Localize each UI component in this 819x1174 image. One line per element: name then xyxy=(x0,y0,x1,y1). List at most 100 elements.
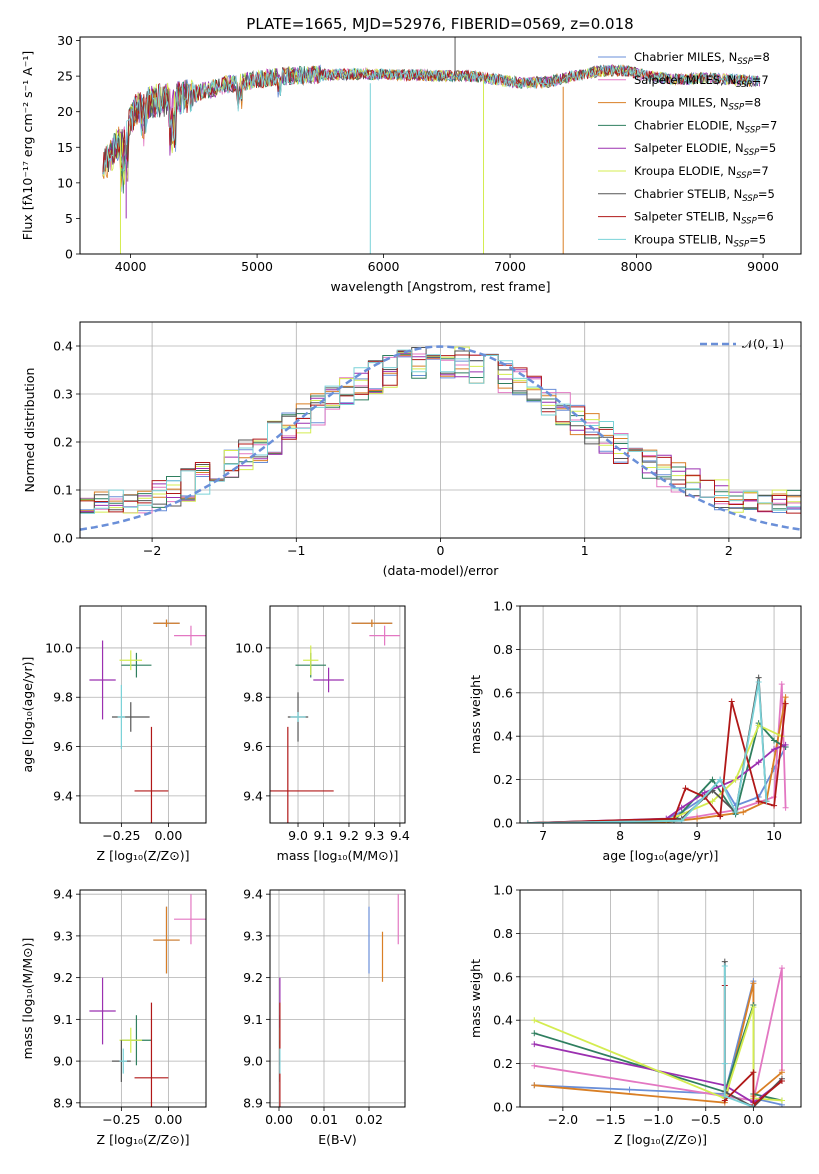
legend-entry-s_stelib: Salpeter STELIB, NSSP=6 xyxy=(634,210,774,227)
residuals-panel: −2 −1 0 1 2 0.0 0.1 0.2 0.3 0.4 (data-model)/error… xyxy=(22,321,802,578)
weight_vs_Z-xlabel: Z [log₁₀(Z/Z⊙)] xyxy=(614,1132,707,1147)
mass_vs_ebv-marks xyxy=(279,894,399,1107)
weight-marker-s_elodie xyxy=(755,759,762,766)
weight-line-c_elodie xyxy=(527,721,787,823)
weight-marker-c_elodie xyxy=(709,776,716,783)
weight_vs_Z-panel: −2.0 −1.5 −1.0 −0.5 0.0 0.0 0.2 0.4 0.6 0.8 1.0 Z [… xyxy=(468,883,802,1147)
weight_vs_age-ytick-label: 0.8 xyxy=(493,642,513,657)
weight-line-s_elodie xyxy=(527,744,786,823)
mass_vs_ebv-ytick-label: 9.3 xyxy=(243,928,263,943)
mass_vs_ebv-ytick-label: 8.9 xyxy=(243,1095,263,1110)
weight_vs_Z-ytick-label: 0.8 xyxy=(493,926,513,941)
mass_vs_Z-ytick-label: 9.3 xyxy=(53,928,73,943)
mass_vs_ebv-ytick-label: 9.4 xyxy=(243,887,263,902)
age_vs_mass-xtick-label: 9.2 xyxy=(339,828,359,843)
weight-line-k_stelib xyxy=(527,681,768,823)
weight_vs_age-ytick-label: 1.0 xyxy=(493,599,513,614)
mass_vs_ebv-xlabel: E(B-V) xyxy=(318,1132,357,1147)
age_vs_Z-xtick-label: 0.00 xyxy=(154,828,182,843)
weight-marker-k_elodie xyxy=(531,1017,538,1024)
age_vs_Z-ylabel: age [log₁₀(age/yr)] xyxy=(20,657,35,773)
weight-marker-s_elodie xyxy=(531,1041,538,1048)
weight-marker-c_miles xyxy=(626,1086,633,1093)
weight-marker-k_miles xyxy=(778,1069,785,1076)
weight-marker-k_miles xyxy=(531,1082,538,1089)
legend-entry-k_stelib: Kroupa STELIB, NSSP=5 xyxy=(634,232,766,249)
residuals-xtick-label: 2 xyxy=(725,543,733,558)
weight-marker-c_elodie xyxy=(531,1030,538,1037)
mass_vs_ebv-xtick-label: 0.00 xyxy=(265,1112,293,1127)
weight-marker-s_stelib xyxy=(728,698,735,705)
residuals-ytick-label: 0.1 xyxy=(53,483,73,498)
weight-marker-s_miles xyxy=(778,681,785,688)
plots-layer: 4000 5000 6000 7000 8000 9000051015202530wave… xyxy=(20,33,802,1147)
age_vs_mass-xtick-label: 9.0 xyxy=(288,828,308,843)
mass_vs_Z-frame xyxy=(79,889,207,1108)
residuals-marks xyxy=(80,345,801,531)
weight_vs_Z-xtick-label: −1.0 xyxy=(643,1112,673,1127)
weight_vs_age-xlabel: age [log₁₀(age/yr)] xyxy=(603,848,719,863)
age_vs_mass-xtick-label: 9.3 xyxy=(364,828,384,843)
weight-marker-k_miles xyxy=(750,980,757,987)
normal-curve xyxy=(80,345,801,531)
weight_vs_Z-ytick-label: 0.0 xyxy=(493,1100,513,1115)
weight-marker-k_stelib xyxy=(755,678,762,685)
spectrum-ytick-label: 20 xyxy=(57,104,73,119)
residuals-xlabel: (data-model)/error xyxy=(383,563,500,578)
weight_vs_Z-ylabel: mass weight xyxy=(468,959,483,1038)
age_vs_Z-frame xyxy=(79,605,207,824)
residuals-ytick-label: 0.2 xyxy=(53,435,73,450)
weight_vs_age-xtick-label: 7 xyxy=(539,828,547,843)
spectrum-xlabel: wavelength [Angstrom, rest frame] xyxy=(330,279,550,294)
spectrum-line-k_stelib xyxy=(102,64,760,176)
spectrum-xtick-label: 4000 xyxy=(115,259,147,274)
weight-marker-k_stelib xyxy=(750,1104,757,1107)
weight-marker-s_stelib xyxy=(750,1069,757,1076)
mass_vs_Z-xlabel: Z [log₁₀(Z/Z⊙)] xyxy=(97,1132,190,1147)
weight-line-s_stelib xyxy=(527,701,787,823)
mass_vs_ebv-frame xyxy=(269,889,406,1108)
mass_vs_Z-ytick-label: 9.4 xyxy=(53,887,73,902)
weight-marker-s_stelib xyxy=(682,785,689,792)
weight_vs_age-ylabel: mass weight xyxy=(468,675,483,754)
spectrum-frame xyxy=(79,36,802,255)
mass_vs_ebv-ytick-label: 9.2 xyxy=(243,970,263,985)
weight-marker-k_stelib xyxy=(721,1060,728,1067)
residuals-ytick-label: 0.3 xyxy=(53,387,73,402)
weight_vs_age-marks xyxy=(524,674,789,823)
weight-marker-k_stelib xyxy=(732,809,739,816)
mass_vs_ebv-ytick-label: 9.1 xyxy=(243,1012,263,1027)
weight-marker-s_stelib xyxy=(771,802,778,809)
age_vs_mass-panel: 9.0 9.1 9.2 9.3 9.4 9.4 9.6 9.8 10.0 mass [log₁₀(… xyxy=(235,605,410,863)
mass_vs_Z-marks xyxy=(89,894,206,1107)
spectrum-legend: Chabrier MILES, NSSP=8 Salpeter MILES, NS… xyxy=(598,50,777,249)
weight-marker-s_stelib xyxy=(778,1077,785,1084)
weight-marker-k_elodie xyxy=(778,1097,785,1104)
weight_vs_age-grid xyxy=(520,605,801,824)
weight-marker-s_elodie xyxy=(782,741,789,748)
weight-line-k_stelib xyxy=(723,966,754,1107)
weight-marker-k_miles xyxy=(694,815,701,822)
age_vs_mass-marks xyxy=(270,619,400,823)
weight-marker-s_elodie xyxy=(678,804,685,811)
weight-marker-k_stelib xyxy=(721,962,728,969)
weight_vs_Z-xtick-label: 0.0 xyxy=(743,1112,763,1127)
age_vs_mass-frame xyxy=(269,605,406,824)
weight_vs_age-xtick-label: 9 xyxy=(693,828,701,843)
mass_vs_ebv-grid xyxy=(270,890,405,1107)
age_vs_Z-ytick-label: 10.0 xyxy=(45,640,73,655)
spectrum-ytick-label: 10 xyxy=(57,175,73,190)
residuals-xtick-label: −2 xyxy=(143,543,161,558)
weight-marker-k_miles xyxy=(782,694,789,701)
legend-entry-c_miles: Chabrier MILES, NSSP=8 xyxy=(634,50,770,67)
spectrum-ytick-label: 0 xyxy=(65,247,73,262)
weight-marker-c_elodie xyxy=(771,737,778,744)
spectrum-xtick-label: 6000 xyxy=(368,259,400,274)
weight_vs_age-frame xyxy=(519,605,802,824)
mass_vs_Z-xtick-label: 0.00 xyxy=(154,1112,182,1127)
legend-entry-s_elodie: Salpeter ELODIE, NSSP=5 xyxy=(634,141,776,158)
legend-entry-k_elodie: Kroupa ELODIE, NSSP=7 xyxy=(634,164,769,181)
weight_vs_Z-xtick-label: −1.5 xyxy=(595,1112,625,1127)
weight-marker-k_stelib xyxy=(721,1093,728,1100)
